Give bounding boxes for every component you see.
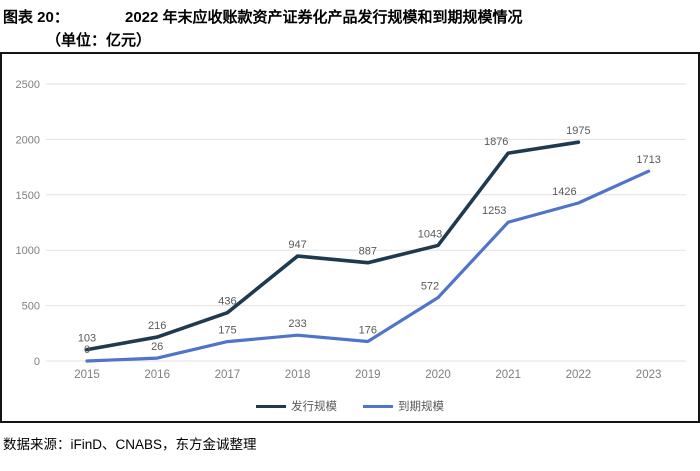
- data-label: 0: [84, 344, 90, 356]
- figure-title-block: 图表 20： 2022 年末应收账款资产证券化产品发行规模和到期规模情况 （单位…: [0, 0, 700, 52]
- x-axis-tick-label: 2017: [215, 369, 241, 381]
- top-divider: [0, 52, 700, 54]
- y-axis-tick-label: 1000: [16, 245, 40, 257]
- x-axis-tick-label: 2023: [636, 369, 662, 381]
- x-axis-tick-label: 2018: [285, 369, 311, 381]
- data-label: 1713: [636, 154, 660, 166]
- x-axis-tick-label: 2022: [566, 369, 592, 381]
- figure-number: 图表 20：: [3, 9, 69, 26]
- issuance-line: [85, 140, 581, 352]
- data-label: 947: [288, 239, 306, 251]
- chart-region: 0 500 1000 1500 2000 2500 2015 2016 2017 2018 2019…: [0, 54, 700, 421]
- x-axis-tick-label: 2020: [425, 369, 451, 381]
- legend-label-issuance: 发行规模: [291, 401, 337, 413]
- data-label: 1426: [552, 186, 576, 198]
- data-label: 26: [151, 341, 163, 353]
- data-label: 887: [359, 246, 377, 258]
- y-axis-tick-label: 2000: [16, 134, 40, 146]
- data-label: 572: [421, 281, 439, 293]
- bottom-divider: [0, 421, 700, 423]
- x-axis-tick-label: 2019: [355, 369, 381, 381]
- maturity-line: [85, 169, 651, 363]
- data-label: 1043: [418, 228, 442, 240]
- y-axis-tick-label: 1500: [16, 190, 40, 202]
- x-axis-tick-label: 2015: [74, 369, 100, 381]
- data-label: 176: [359, 324, 377, 336]
- x-axis-tick-label: 2016: [144, 369, 170, 381]
- data-label: 216: [148, 320, 166, 332]
- maturity-line-swatch: [363, 404, 393, 408]
- data-label: 436: [218, 296, 236, 308]
- legend-item-issuance: 发行规模: [256, 398, 337, 414]
- data-source-note: 数据来源：iFinD、CNABS，东方金诚整理: [3, 437, 257, 452]
- issuance-line-swatch: [256, 404, 286, 408]
- y-axis-tick-label: 500: [22, 301, 40, 313]
- y-axis-tick-label: 2500: [16, 79, 40, 91]
- legend-label-maturity: 到期规模: [398, 401, 444, 413]
- data-label: 1876: [484, 136, 508, 148]
- chart-unit-label: （单位：亿元）: [46, 32, 152, 49]
- legend-item-maturity: 到期规模: [363, 398, 444, 414]
- data-label: 1975: [566, 125, 590, 137]
- data-label: 103: [78, 333, 96, 345]
- data-label: 1253: [482, 205, 506, 217]
- chart-legend: 发行规模 到期规模: [2, 395, 698, 417]
- line-chart: 0 500 1000 1500 2000 2500 2015 2016 2017 2018 2019…: [16, 79, 686, 381]
- y-axis-tick-label: 0: [34, 356, 40, 368]
- data-label: 233: [288, 318, 306, 330]
- chart-title: 2022 年末应收账款资产证券化产品发行规模和到期规模情况: [125, 9, 523, 26]
- data-label: 175: [218, 325, 236, 337]
- x-axis-tick-label: 2021: [495, 369, 521, 381]
